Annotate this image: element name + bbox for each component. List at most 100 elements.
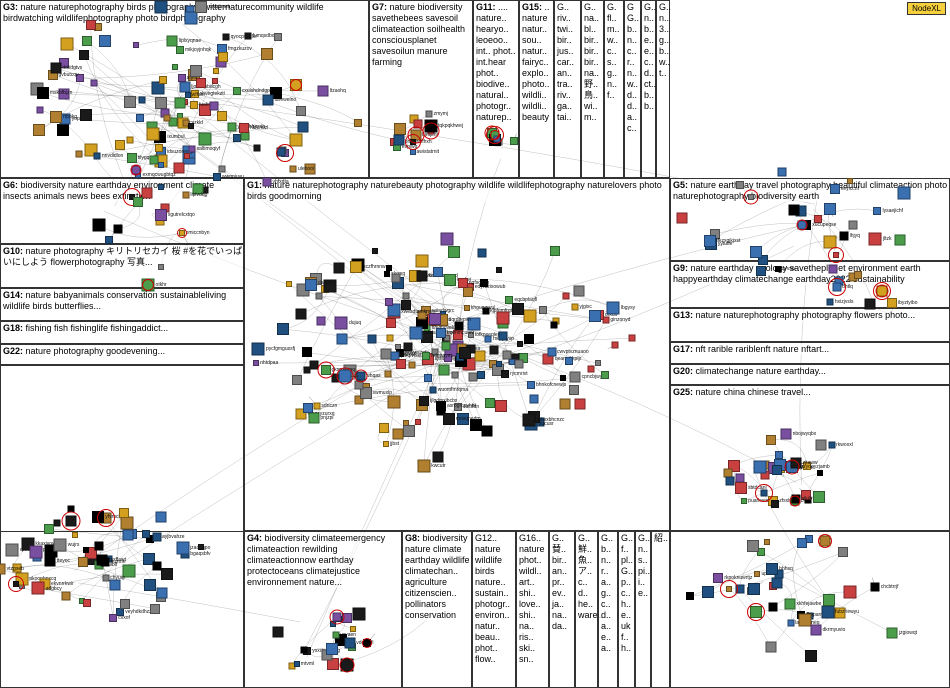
node[interactable] [897, 186, 910, 199]
node[interactable] [253, 144, 260, 151]
node[interactable] [766, 642, 777, 653]
node[interactable] [50, 111, 62, 123]
node[interactable] [286, 281, 292, 287]
node[interactable] [440, 233, 453, 246]
node[interactable] [499, 332, 508, 341]
node[interactable] [54, 539, 67, 552]
node[interactable] [468, 332, 474, 338]
node[interactable] [629, 335, 636, 342]
node[interactable] [126, 137, 133, 144]
node[interactable] [509, 359, 515, 365]
node[interactable] [120, 599, 130, 609]
node[interactable] [419, 396, 429, 406]
node[interactable] [116, 608, 124, 616]
node[interactable] [844, 586, 857, 599]
node[interactable] [539, 306, 547, 314]
node[interactable] [292, 375, 302, 385]
node[interactable] [385, 371, 392, 378]
node[interactable] [178, 74, 186, 82]
node[interactable] [677, 212, 688, 223]
node[interactable] [789, 204, 800, 215]
node[interactable] [109, 614, 117, 622]
node[interactable] [426, 110, 433, 117]
node[interactable] [176, 46, 184, 54]
node[interactable] [824, 203, 836, 215]
node[interactable] [97, 554, 108, 565]
node[interactable] [811, 625, 822, 636]
node[interactable] [76, 150, 83, 157]
node[interactable] [415, 419, 421, 425]
node[interactable] [453, 330, 463, 340]
node[interactable] [122, 530, 133, 541]
node[interactable] [6, 544, 19, 557]
node[interactable] [213, 173, 221, 181]
node[interactable] [50, 62, 61, 73]
node[interactable] [304, 366, 311, 373]
node[interactable] [133, 197, 143, 207]
node[interactable] [263, 94, 274, 105]
node[interactable] [94, 152, 101, 159]
node[interactable] [747, 540, 759, 552]
node[interactable] [191, 90, 199, 98]
node[interactable] [57, 124, 69, 136]
node[interactable] [775, 266, 781, 272]
node[interactable] [385, 298, 393, 306]
node[interactable] [155, 144, 163, 152]
node[interactable] [273, 626, 284, 637]
node[interactable] [797, 538, 807, 548]
node[interactable] [133, 42, 139, 48]
node[interactable] [766, 435, 776, 445]
node[interactable] [196, 78, 206, 88]
node[interactable] [725, 477, 734, 486]
node[interactable] [233, 87, 241, 95]
node[interactable] [333, 263, 344, 274]
node[interactable] [444, 274, 456, 286]
node[interactable] [277, 323, 289, 335]
node[interactable] [574, 285, 585, 296]
node[interactable] [454, 321, 463, 330]
node[interactable] [213, 68, 219, 74]
node[interactable] [894, 234, 905, 245]
node[interactable] [315, 293, 322, 300]
node[interactable] [741, 498, 747, 504]
node[interactable] [869, 232, 882, 245]
node[interactable] [80, 109, 92, 121]
node[interactable] [847, 178, 853, 184]
node[interactable] [432, 348, 439, 355]
node[interactable] [153, 561, 162, 570]
node[interactable] [210, 101, 219, 110]
node[interactable] [587, 365, 594, 372]
node[interactable] [871, 582, 880, 591]
node[interactable] [443, 413, 455, 425]
node[interactable] [294, 661, 300, 667]
node[interactable] [612, 342, 619, 349]
node[interactable] [305, 279, 317, 291]
node[interactable] [190, 101, 198, 109]
node[interactable] [401, 300, 411, 310]
node[interactable] [784, 598, 795, 609]
node[interactable] [463, 287, 473, 297]
node[interactable] [152, 532, 161, 541]
node[interactable] [607, 301, 620, 314]
node[interactable] [736, 181, 744, 189]
node[interactable] [439, 364, 450, 375]
node[interactable] [823, 594, 835, 606]
node[interactable] [410, 149, 416, 155]
node[interactable] [179, 81, 190, 92]
node[interactable] [372, 248, 378, 254]
node[interactable] [37, 106, 44, 113]
node[interactable] [350, 261, 362, 273]
node[interactable] [854, 271, 862, 279]
node[interactable] [849, 220, 858, 229]
node[interactable] [829, 265, 838, 274]
node[interactable] [547, 347, 556, 356]
node[interactable] [768, 603, 777, 612]
node[interactable] [82, 36, 92, 46]
node[interactable] [176, 541, 189, 554]
node[interactable] [468, 318, 481, 331]
node[interactable] [417, 460, 430, 473]
node[interactable] [150, 604, 160, 614]
node[interactable] [772, 465, 782, 475]
node[interactable] [551, 322, 558, 329]
node[interactable] [290, 133, 303, 146]
